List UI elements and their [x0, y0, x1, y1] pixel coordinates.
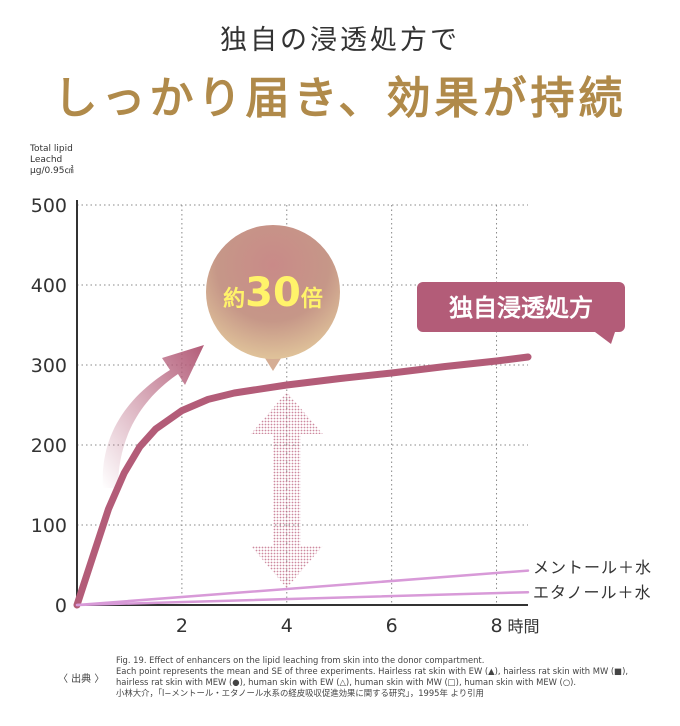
label-box-pointer [595, 332, 615, 344]
callout-bubble [206, 225, 340, 359]
decorations: 約30倍 [102, 225, 340, 588]
y-tick-label: 400 [31, 275, 67, 297]
series-line [75, 590, 530, 607]
series-label: エタノール＋水 [533, 583, 652, 602]
citation-line: hairless rat skin with MEW (●), human sk… [116, 677, 577, 687]
x-tick-label: 2 [176, 615, 188, 637]
x-axis-label: 時間 [508, 617, 540, 636]
y-tick-label: 200 [31, 435, 67, 457]
difference-double-arrow [250, 392, 323, 588]
series-line [75, 569, 530, 607]
series-label: 独自浸透処方 [449, 294, 593, 322]
y-tick-label: 0 [55, 595, 67, 617]
citation-line: Each point represents the mean and SE of… [116, 666, 629, 676]
y-tick-label: 300 [31, 355, 67, 377]
citation-line: 小林大介，「l−メントール・エタノール水系の経皮吸収促進効果に関する研究」，19… [116, 688, 484, 698]
source-citation: Fig. 19. Effect of enhancers on the lipi… [116, 655, 656, 699]
growth-arrow [102, 345, 204, 488]
chart-title: しっかり届き、効果が持続 [53, 73, 627, 124]
y-axis-label-line: μg/0.95㎠ [30, 166, 74, 176]
series-label: メントール＋水 [533, 558, 652, 577]
series-line [73, 353, 532, 609]
y-tick-label: 500 [31, 195, 67, 217]
y-axis-label: Total lipid Leachd μg/0.95㎠ [30, 144, 74, 177]
source-tag: 〈 出典 〉 [58, 674, 105, 685]
x-tick-label: 4 [281, 615, 293, 637]
bubble-pointer [263, 355, 283, 371]
series-lines [73, 353, 532, 609]
bubble-text: 約30倍 [223, 270, 323, 316]
y-axis-label-line: Leachd [30, 155, 63, 165]
axes [76, 200, 528, 606]
line-chart: 0 100 200 300 400 500 2 4 6 8 時間 約30倍 独自浸透処方メントール＋… [31, 195, 652, 637]
y-axis-label-line: Total lipid [30, 144, 73, 154]
tick-labels: 0 100 200 300 400 500 2 4 6 8 時間 [31, 195, 540, 637]
chart-subtitle: 独自の浸透処方で [220, 25, 460, 56]
x-tick-label: 6 [386, 615, 398, 637]
y-tick-label: 100 [31, 515, 67, 537]
citation-line: Fig. 19. Effect of enhancers on the lipi… [116, 655, 485, 665]
x-tick-label: 8 [490, 615, 502, 637]
series-label-box [417, 282, 625, 332]
